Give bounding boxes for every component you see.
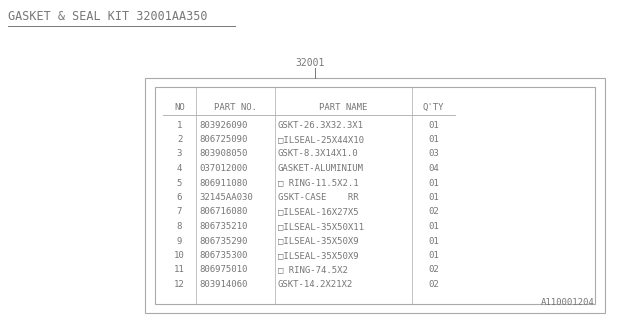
Bar xyxy=(145,78,605,313)
Text: 01: 01 xyxy=(428,179,439,188)
Text: 04: 04 xyxy=(428,164,439,173)
Text: 02: 02 xyxy=(428,207,439,217)
Text: □ILSEAL-16X27X5: □ILSEAL-16X27X5 xyxy=(278,207,358,217)
Text: 02: 02 xyxy=(428,266,439,275)
Text: 01: 01 xyxy=(428,222,439,231)
Text: PART NAME: PART NAME xyxy=(319,102,368,111)
Text: 10: 10 xyxy=(174,251,185,260)
Text: 11: 11 xyxy=(174,266,185,275)
Text: GASKET-ALUMINIUM: GASKET-ALUMINIUM xyxy=(278,164,364,173)
Text: 806735300: 806735300 xyxy=(199,251,248,260)
Text: 01: 01 xyxy=(428,251,439,260)
Text: □ILSEAL-25X44X10: □ILSEAL-25X44X10 xyxy=(278,135,364,144)
Text: 803908050: 803908050 xyxy=(199,149,248,158)
Text: 806975010: 806975010 xyxy=(199,266,248,275)
Text: 6: 6 xyxy=(177,193,182,202)
Text: Q'TY: Q'TY xyxy=(423,102,444,111)
Text: 01: 01 xyxy=(428,193,439,202)
Text: GSKT-26.3X32.3X1: GSKT-26.3X32.3X1 xyxy=(278,121,364,130)
Text: NO: NO xyxy=(174,102,185,111)
Text: 01: 01 xyxy=(428,135,439,144)
Text: 806725090: 806725090 xyxy=(199,135,248,144)
Text: PART NO.: PART NO. xyxy=(214,102,257,111)
Text: GASKET & SEAL KIT 32001AA350: GASKET & SEAL KIT 32001AA350 xyxy=(8,10,207,23)
Text: 5: 5 xyxy=(177,179,182,188)
Text: 12: 12 xyxy=(174,280,185,289)
Text: 4: 4 xyxy=(177,164,182,173)
Text: 803926090: 803926090 xyxy=(199,121,248,130)
Text: □ILSEAL-35X50X9: □ILSEAL-35X50X9 xyxy=(278,251,358,260)
Text: 7: 7 xyxy=(177,207,182,217)
Text: 01: 01 xyxy=(428,121,439,130)
Text: 806911080: 806911080 xyxy=(199,179,248,188)
Text: 8: 8 xyxy=(177,222,182,231)
Text: 9: 9 xyxy=(177,236,182,245)
Text: □ RING-11.5X2.1: □ RING-11.5X2.1 xyxy=(278,179,358,188)
Text: 02: 02 xyxy=(428,280,439,289)
Text: 01: 01 xyxy=(428,236,439,245)
Text: □ RING-74.5X2: □ RING-74.5X2 xyxy=(278,266,348,275)
Text: 037012000: 037012000 xyxy=(199,164,248,173)
Text: 2: 2 xyxy=(177,135,182,144)
Text: 806716080: 806716080 xyxy=(199,207,248,217)
Text: 3: 3 xyxy=(177,149,182,158)
Bar xyxy=(155,87,595,304)
Text: 803914060: 803914060 xyxy=(199,280,248,289)
Text: A110001204: A110001204 xyxy=(541,298,595,307)
Text: GSKT-8.3X14X1.0: GSKT-8.3X14X1.0 xyxy=(278,149,358,158)
Text: 1: 1 xyxy=(177,121,182,130)
Text: □ILSEAL-35X50X11: □ILSEAL-35X50X11 xyxy=(278,222,364,231)
Text: 806735290: 806735290 xyxy=(199,236,248,245)
Text: 806735210: 806735210 xyxy=(199,222,248,231)
Text: 03: 03 xyxy=(428,149,439,158)
Text: GSKT-CASE    RR: GSKT-CASE RR xyxy=(278,193,358,202)
Text: □ILSEAL-35X50X9: □ILSEAL-35X50X9 xyxy=(278,236,358,245)
Text: 32145AA030: 32145AA030 xyxy=(199,193,253,202)
Text: 32001: 32001 xyxy=(295,58,324,68)
Text: GSKT-14.2X21X2: GSKT-14.2X21X2 xyxy=(278,280,353,289)
